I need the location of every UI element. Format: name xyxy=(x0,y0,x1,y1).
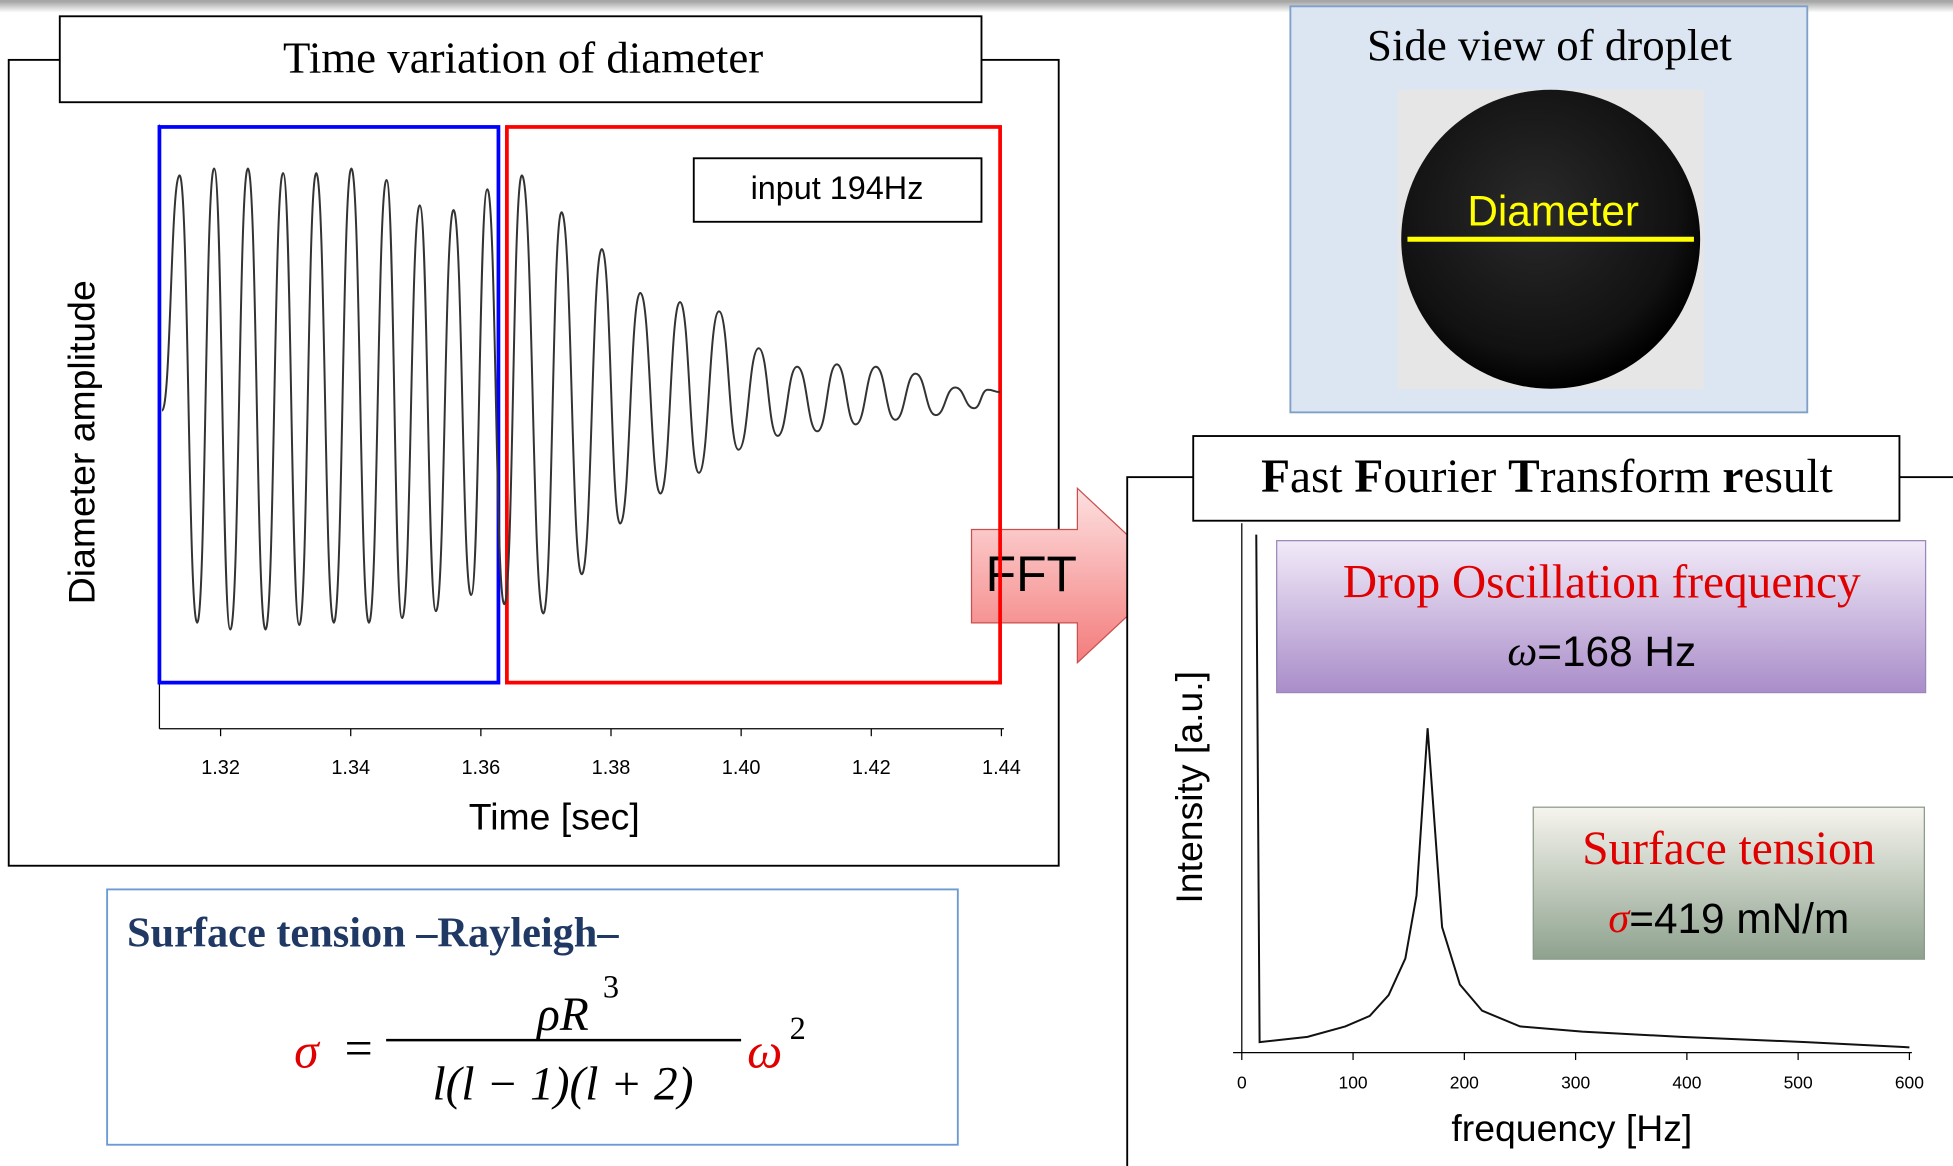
x-tick-label: 1.32 xyxy=(201,757,240,779)
x-tick-label: 0 xyxy=(1237,1072,1247,1092)
tension-value: σ=419 mN/m xyxy=(1608,895,1849,942)
x-axis-label: frequency [Hz] xyxy=(1451,1107,1692,1149)
formula-equals: = xyxy=(345,1021,373,1076)
y-axis-label: Diameter amplitude xyxy=(61,280,103,604)
formula-title: Surface tension –Rayleigh– xyxy=(127,909,619,956)
fft-title: Fast Fourier Transform result xyxy=(1261,451,1833,503)
factor-exponent: 2 xyxy=(790,1011,806,1047)
data-line xyxy=(161,167,1001,631)
x-tick-label: 400 xyxy=(1672,1072,1701,1092)
droplet-title: Side view of droplet xyxy=(1367,20,1732,70)
tension-box xyxy=(1532,806,1925,960)
numerator-exponent: 3 xyxy=(603,970,619,1006)
fft-title-box xyxy=(1192,435,1901,522)
x-tick-label: 200 xyxy=(1450,1072,1479,1092)
highlight-region xyxy=(157,125,501,685)
frequency-box xyxy=(1276,540,1927,694)
x-tick-label: 500 xyxy=(1784,1072,1813,1092)
formula-factor: ω xyxy=(747,1024,782,1079)
data-line xyxy=(1255,534,1910,1049)
tension-title: Surface tension xyxy=(1582,823,1875,875)
frequency-value: ω=168 Hz xyxy=(1507,628,1696,675)
x-tick-label: 600 xyxy=(1895,1072,1924,1092)
value: =419 mN/m xyxy=(1629,895,1849,942)
formula-box xyxy=(106,888,959,1146)
diameter-label: Diameter xyxy=(1467,188,1639,235)
symbol: ω xyxy=(1507,628,1537,675)
highlight-region xyxy=(505,125,1002,685)
x-tick-label: 1.44 xyxy=(982,757,1021,779)
annotation: input 194Hz xyxy=(751,170,924,206)
x-tick-label: 1.34 xyxy=(331,757,370,779)
x-tick-label: 1.40 xyxy=(722,757,761,779)
x-tick-label: 1.42 xyxy=(852,757,891,779)
frequency-title: Drop Oscillation frequency xyxy=(1343,557,1861,609)
numerator: ρR xyxy=(535,989,589,1041)
symbol: σ xyxy=(1608,895,1631,942)
denominator: l(l − 1)(l + 2) xyxy=(432,1059,693,1111)
value: =168 Hz xyxy=(1537,628,1696,675)
time-title: Time variation of diameter xyxy=(283,33,763,83)
x-tick-label: 1.38 xyxy=(592,757,631,779)
annotation-box xyxy=(692,157,983,223)
time-title-box xyxy=(58,15,983,104)
x-tick-label: 100 xyxy=(1339,1072,1368,1092)
y-axis-label: Intensity [a.u.] xyxy=(1168,671,1210,904)
fft-arrow xyxy=(970,486,1172,665)
x-axis-label: Time [sec] xyxy=(469,796,640,838)
formula-lhs: σ xyxy=(294,1024,321,1079)
x-tick-label: 300 xyxy=(1561,1072,1590,1092)
x-tick-label: 1.36 xyxy=(461,757,500,779)
